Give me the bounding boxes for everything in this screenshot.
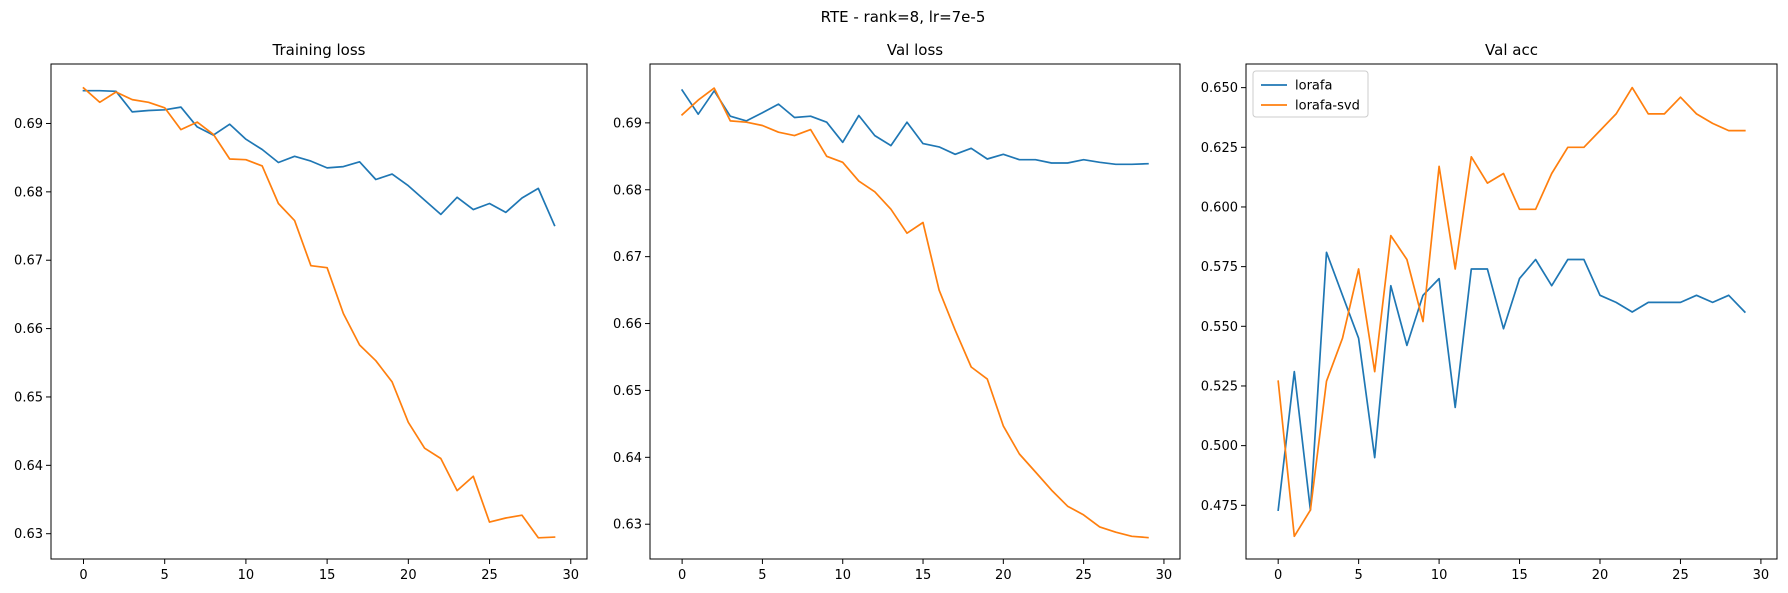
y-tick-label: 0.500	[1201, 439, 1238, 454]
x-tick-label: 5	[1354, 568, 1362, 583]
y-tick-label: 0.63	[613, 518, 642, 533]
x-tick-label: 30	[1753, 568, 1770, 583]
subplot-2: Val loss 0 5 10 15 20 25 30 0.63 0.64 0.65 0.66 0.67…	[613, 41, 1181, 583]
x-tick-label: 15	[1511, 568, 1528, 583]
x-tick-label: 20	[1592, 568, 1609, 583]
subplot-3: Val acc 0 5 10 15 20 25 30 0.475 0.500 0.525 0.550 0…	[1201, 41, 1778, 583]
x-tick-label: 10	[238, 568, 255, 583]
y-tick-label: 0.525	[1201, 379, 1238, 394]
x-tick-label: 5	[758, 568, 766, 583]
subplot-1: Training loss 0 5 10 15 20 25 30 0.63 0.64 0.65 0.6…	[14, 41, 588, 583]
series-line-lorafa	[680, 88, 1149, 166]
y-tick-label: 0.69	[14, 117, 43, 132]
subplot-title: Training loss	[272, 41, 366, 59]
x-tick-label: 30	[562, 568, 579, 583]
y-tick-label: 0.65	[14, 390, 43, 405]
series-line-lorafa-svd	[1277, 86, 1746, 538]
y-tick-label: 0.625	[1201, 141, 1238, 156]
y-tick-label: 0.63	[14, 527, 43, 542]
legend: lorafa lorafa-svd	[1252, 70, 1369, 118]
y-tick-label: 0.68	[14, 185, 43, 200]
series-line-lorafa-svd	[680, 87, 1149, 539]
subplot-title: Val loss	[887, 41, 943, 59]
y-tick-label: 0.68	[613, 183, 642, 198]
y-tick-label: 0.65	[613, 384, 642, 399]
y-tick-label: 0.66	[14, 322, 43, 337]
axes-frame	[50, 63, 588, 560]
x-tick-label: 15	[915, 568, 932, 583]
y-tick-label: 0.66	[613, 317, 642, 332]
y-tick-label: 0.67	[613, 250, 642, 265]
series-line-lorafa	[1277, 251, 1747, 512]
y-tick-label: 0.67	[14, 254, 43, 269]
legend-label-lorafa: lorafa	[1295, 79, 1332, 94]
series-line-lorafa-svd	[82, 86, 556, 539]
x-tick-label: 0	[79, 568, 87, 583]
x-tick-label: 30	[1156, 568, 1173, 583]
x-tick-label: 10	[1431, 568, 1448, 583]
x-tick-label: 25	[1672, 568, 1689, 583]
legend-label-lorafa-svd: lorafa-svd	[1295, 99, 1360, 114]
y-tick-label: 0.64	[14, 459, 43, 474]
subplot-title: Val acc	[1485, 41, 1538, 59]
x-tick-label: 20	[400, 568, 417, 583]
x-tick-label: 25	[481, 568, 498, 583]
y-tick-label: 0.650	[1201, 81, 1238, 96]
y-tick-label: 0.64	[613, 451, 642, 466]
x-tick-label: 20	[995, 568, 1012, 583]
x-tick-label: 25	[1075, 568, 1092, 583]
axes-frame	[1245, 63, 1778, 560]
y-tick-label: 0.575	[1201, 260, 1238, 275]
figure-suptitle: RTE - rank=8, lr=7e-5	[821, 8, 986, 26]
y-tick-label: 0.600	[1201, 200, 1238, 215]
x-tick-label: 15	[319, 568, 336, 583]
y-tick-label: 0.475	[1201, 499, 1238, 514]
x-tick-label: 0	[1274, 568, 1282, 583]
axes-frame	[649, 63, 1181, 560]
series-line-lorafa	[82, 89, 556, 227]
x-tick-label: 0	[678, 568, 686, 583]
x-tick-label: 5	[161, 568, 169, 583]
x-tick-label: 10	[834, 568, 851, 583]
y-tick-label: 0.550	[1201, 320, 1238, 335]
y-tick-label: 0.69	[613, 116, 642, 131]
